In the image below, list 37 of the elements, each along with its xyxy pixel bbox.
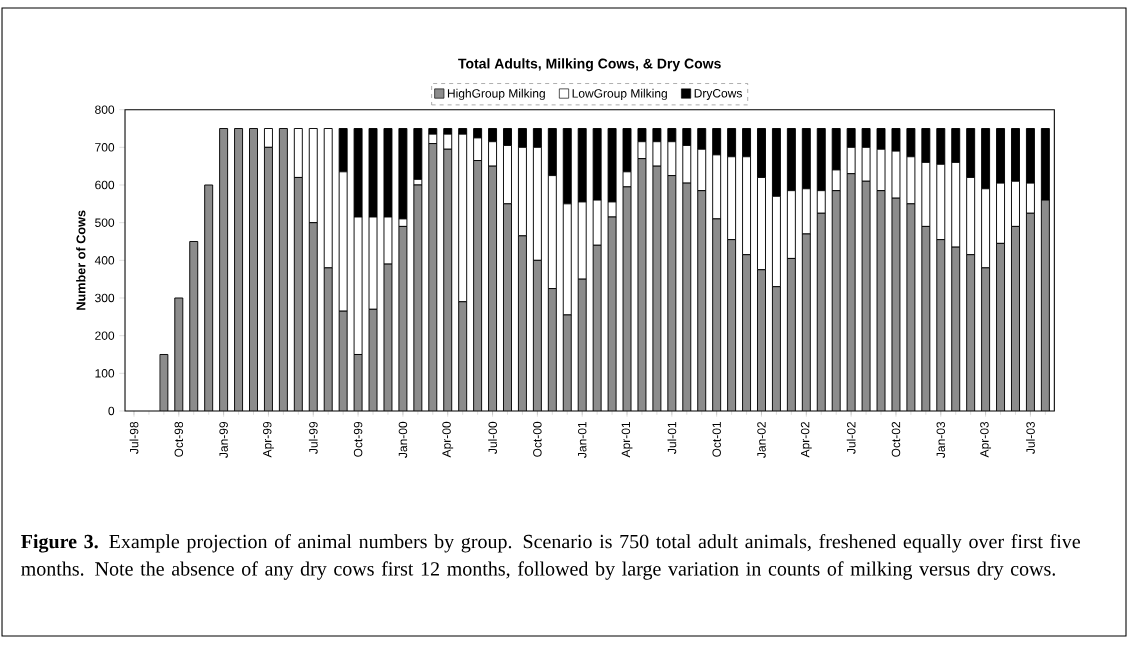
legend-label: HighGroup Milking: [447, 88, 545, 101]
y-axis-title: Number of Cows: [76, 210, 86, 310]
x-tick-label: Jan-00: [398, 421, 408, 458]
x-tick-label: Jul-01: [667, 421, 677, 454]
y-tick-label: 800: [95, 105, 115, 114]
x-tick-label: Jul-99: [308, 421, 318, 454]
y-tick-label: 400: [94, 256, 115, 265]
x-tick-label: Oct-00: [533, 421, 542, 457]
y-tick-label: 500: [95, 218, 115, 227]
y-tick-label: 0: [108, 406, 115, 416]
y-tick-label: 700: [95, 143, 115, 152]
text: Figure 3. Example projection of animal numbers by group. Scenario is 750 total adult animals, freshened equally over first five months. Note the absence of any dry cows first 12 months, followed by large variation in counts of milking versus dry cows.: [21, 534, 1081, 580]
x-tick-label: Oct-99: [353, 421, 363, 457]
x-tick-label: Jul-00: [488, 421, 497, 454]
x-tick-label: Apr-99: [263, 421, 274, 458]
x-tick-label: Jul-98: [129, 421, 139, 454]
x-tick-label: Jan-99: [219, 421, 228, 458]
x-tick-label: Oct-98: [174, 421, 184, 457]
legend-label: DryCows: [694, 89, 742, 100]
x-tick-label: Jul-03: [1026, 421, 1035, 454]
x-tick-label: Oct-02: [891, 422, 901, 457]
y-tick-label: 100: [95, 369, 115, 378]
x-tick-label: Jul-02: [846, 422, 856, 454]
x-tick-label: Jan-03: [936, 421, 946, 458]
y-tick-label: 600: [95, 180, 115, 190]
chart-title: Total Adults, Milking Cows, & Dry Cows: [458, 58, 721, 72]
y-tick-label: 200: [95, 331, 115, 340]
x-tick-label: Apr-01: [621, 421, 633, 458]
x-tick-label: Apr-02: [800, 422, 812, 458]
legend-label: LowGroup Milking: [572, 88, 667, 101]
x-tick-label: Oct-01: [712, 421, 721, 457]
x-tick-label: Apr-00: [442, 421, 454, 458]
bar: [413, 128, 423, 180]
x-tick-label: Jan-01: [577, 421, 587, 458]
y-tick-label: 300: [95, 293, 115, 303]
x-tick-label: Jan-02: [757, 422, 766, 458]
x-tick-label: Apr-03: [980, 421, 992, 458]
